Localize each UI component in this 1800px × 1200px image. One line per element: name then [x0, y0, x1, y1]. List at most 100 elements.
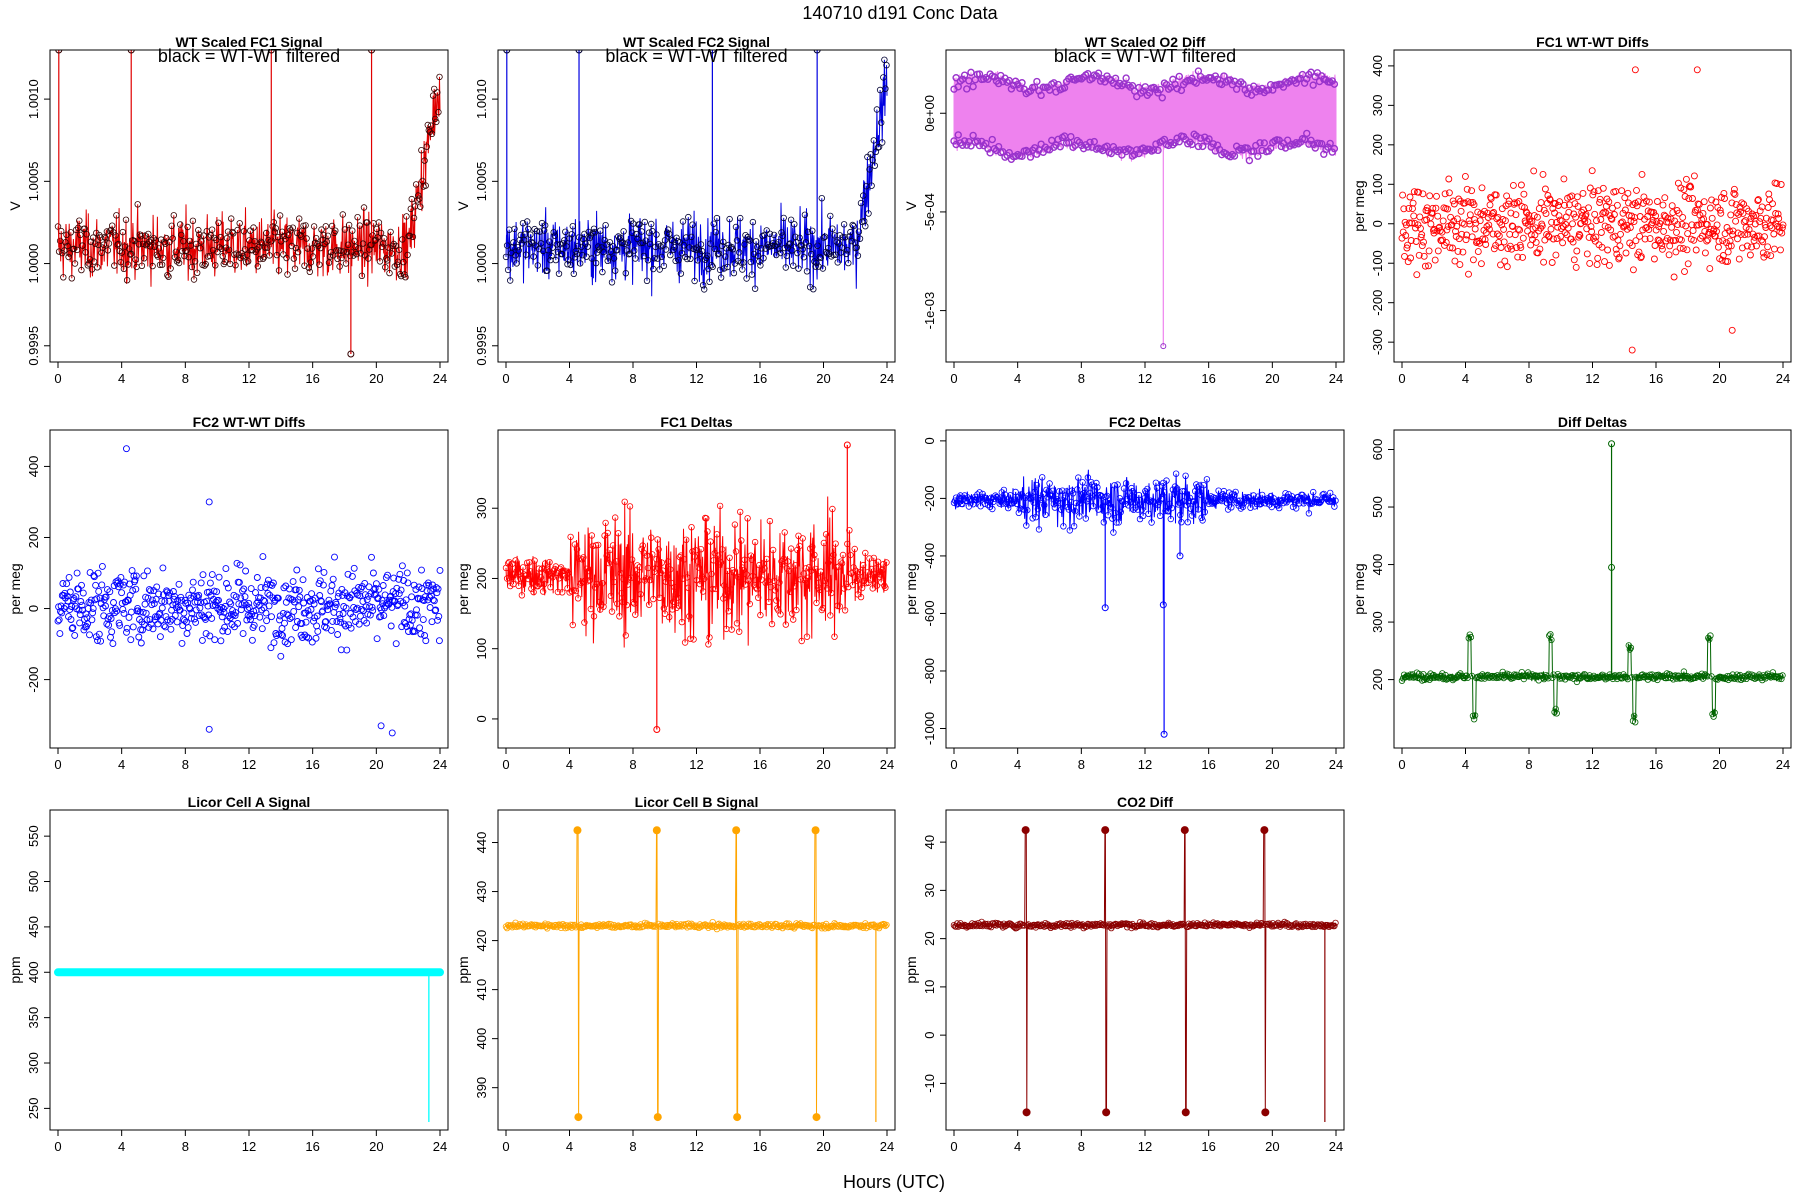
- data-point: [392, 590, 400, 597]
- data-point: [281, 232, 288, 240]
- data-point: [746, 600, 753, 608]
- data-point: [1086, 489, 1094, 497]
- data-point: [327, 587, 335, 595]
- data-point: [1152, 479, 1160, 486]
- data-point: [712, 228, 719, 236]
- data-point: [280, 584, 288, 592]
- data-point: [332, 600, 340, 608]
- y-tick-label: 300: [1370, 95, 1385, 117]
- data-point: [1513, 244, 1520, 252]
- data-point: [1713, 221, 1721, 229]
- data-point: [975, 496, 982, 503]
- data-point: [217, 637, 225, 645]
- data-point: [373, 635, 381, 643]
- data-point: [1576, 232, 1584, 239]
- data-point: [75, 606, 83, 614]
- data-point: [1778, 229, 1786, 237]
- data-point: [288, 613, 296, 621]
- data-point: [355, 620, 363, 628]
- data-point: [1029, 515, 1036, 522]
- data-point: [1716, 206, 1724, 214]
- data-point: [324, 232, 332, 239]
- data-point: [790, 262, 797, 269]
- data-point: [408, 616, 416, 624]
- data-point: [763, 227, 770, 234]
- x-tick-label: 4: [118, 1139, 125, 1154]
- data-point: [659, 567, 667, 574]
- data-point: [1500, 238, 1508, 246]
- data-point: [217, 233, 224, 241]
- data-point: [1173, 84, 1181, 93]
- data-point: [89, 234, 97, 241]
- data-point: [1110, 529, 1117, 536]
- data-point: [140, 255, 148, 262]
- data-point: [351, 237, 358, 245]
- data-point: [1482, 241, 1490, 248]
- y-tick-label: -100: [1370, 250, 1385, 276]
- data-point: [1196, 134, 1205, 142]
- data-point: [347, 252, 354, 260]
- data-point: [361, 579, 369, 587]
- data-point: [1045, 86, 1054, 94]
- data-point: [684, 574, 691, 581]
- data-point: [1650, 255, 1658, 263]
- spike-point: [1101, 604, 1109, 612]
- data-point: [127, 608, 135, 616]
- data-point: [1560, 175, 1568, 183]
- data-point: [410, 581, 418, 589]
- outlier-point: [1628, 346, 1636, 354]
- data-point: [1427, 670, 1434, 677]
- data-point: [1051, 504, 1059, 511]
- data-point: [1512, 211, 1520, 219]
- data-point: [539, 588, 547, 595]
- data-point: [1614, 236, 1622, 244]
- data-point: [256, 613, 264, 621]
- data-point: [862, 549, 869, 557]
- data-point: [294, 248, 302, 256]
- data-point: [1701, 671, 1709, 678]
- data-point: [1569, 220, 1576, 228]
- data-point: [148, 596, 156, 604]
- data-point: [1728, 199, 1736, 207]
- data-point: [606, 546, 614, 554]
- data-point: [419, 616, 427, 624]
- data-point: [833, 238, 840, 245]
- data-point: [1187, 505, 1195, 512]
- data-point: [802, 565, 810, 572]
- data-point: [513, 568, 520, 575]
- data-point: [642, 575, 650, 582]
- data-point: [652, 565, 659, 572]
- data-point: [307, 606, 315, 613]
- data-point: [375, 585, 383, 593]
- y-tick-label: 10: [922, 980, 937, 994]
- data-point: [1190, 498, 1198, 506]
- data-point: [801, 211, 809, 218]
- data-point: [1290, 141, 1298, 149]
- data-point: [1719, 252, 1727, 259]
- data-point: [1441, 190, 1449, 198]
- y-tick-label: -1000: [922, 712, 937, 745]
- y-tick-label: 400: [1370, 554, 1385, 576]
- data-point: [1245, 156, 1254, 165]
- panel-title: CO2 Diff: [1117, 794, 1173, 810]
- data-point: [1672, 248, 1680, 256]
- data-point: [1231, 492, 1238, 499]
- data-point: [648, 220, 655, 228]
- data-point: [253, 574, 261, 581]
- data-point: [812, 565, 819, 573]
- data-point: [356, 612, 364, 620]
- data-point: [1459, 248, 1467, 256]
- data-point: [1023, 522, 1030, 529]
- panel-annotation: black = WT-WT filtered: [605, 46, 787, 66]
- data-point: [1586, 259, 1594, 267]
- data-point: [748, 556, 756, 563]
- outlier-point: [377, 722, 385, 730]
- data-point: [1168, 504, 1175, 512]
- data-point: [600, 248, 607, 256]
- data-point: [368, 603, 376, 611]
- x-tick-label: 16: [1201, 1139, 1215, 1154]
- data-point: [529, 579, 536, 586]
- data-point: [1588, 228, 1596, 236]
- data-point: [406, 621, 414, 629]
- data-point: [697, 546, 705, 553]
